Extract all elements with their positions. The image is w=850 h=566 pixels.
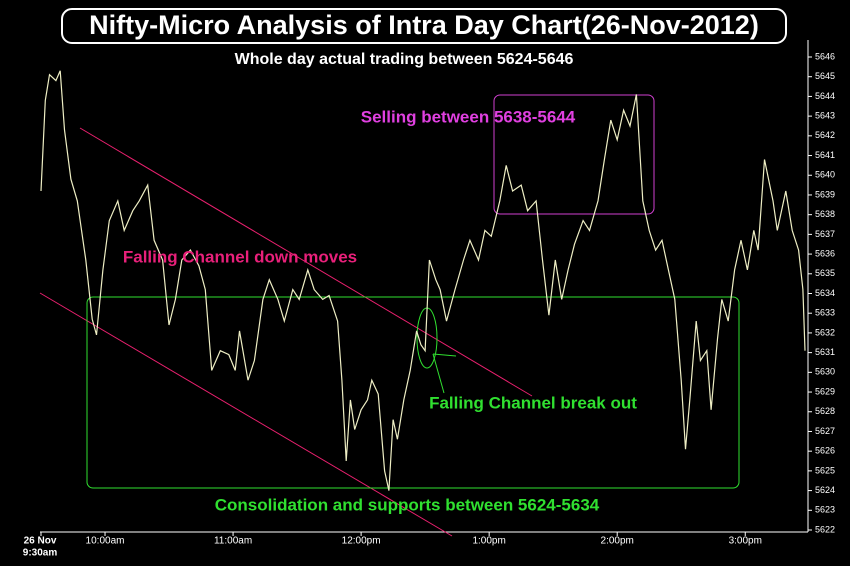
annotation: Falling Channel down moves	[123, 247, 357, 266]
x-tick-label: 10:00am	[86, 536, 125, 547]
y-tick-label: 5631	[815, 347, 835, 357]
x-tick-label: 9:30am	[23, 548, 58, 559]
y-tick-label: 5643	[815, 111, 835, 121]
selling-box	[493, 94, 655, 215]
y-tick-label: 5627	[815, 426, 835, 436]
y-tick-label: 5639	[815, 189, 835, 199]
price-line	[40, 70, 806, 491]
annotation: Selling between 5638-5644	[361, 107, 576, 126]
y-tick-label: 5632	[815, 327, 835, 337]
y-tick-label: 5634	[815, 288, 835, 298]
breakout-arrow	[432, 353, 457, 357]
y-tick-label: 5635	[815, 268, 835, 278]
y-tick-label: 5646	[815, 51, 835, 61]
y-tick-label: 5629	[815, 386, 835, 396]
annotation: Consolidation and supports between 5624-…	[215, 495, 600, 514]
date-label: 26 Nov	[24, 536, 57, 547]
y-tick-label: 5642	[815, 130, 835, 140]
y-tick-label: 5644	[815, 91, 835, 101]
channel-lower	[39, 292, 453, 537]
x-tick-label: 1:00pm	[472, 536, 505, 547]
x-tick-label: 12:00pm	[342, 536, 381, 547]
x-tick-label: 3:00pm	[729, 536, 762, 547]
y-tick-label: 5622	[815, 524, 835, 534]
breakout-arrow	[432, 353, 445, 394]
y-tick-label: 5645	[815, 71, 835, 81]
title-box	[61, 8, 787, 44]
y-tick-label: 5630	[815, 367, 835, 377]
y-tick-label: 5625	[815, 465, 835, 475]
y-tick-label: 5636	[815, 248, 835, 258]
y-tick-label: 5641	[815, 150, 835, 160]
y-tick-label: 5638	[815, 209, 835, 219]
consolidation-box	[86, 296, 740, 489]
chart-title: Nifty-Micro Analysis of Intra Day Chart(…	[89, 10, 759, 40]
y-tick-label: 5628	[815, 406, 835, 416]
subtitle: Whole day actual trading between 5624-56…	[235, 51, 574, 68]
plot-area	[40, 70, 806, 491]
x-tick-label: 2:00pm	[601, 536, 634, 547]
annotation: Falling Channel break out	[429, 393, 637, 412]
x-tick-label: 11:00am	[214, 536, 252, 547]
y-tick-label: 5624	[815, 485, 835, 495]
channel-upper	[79, 127, 533, 397]
y-tick-label: 5637	[815, 229, 835, 239]
y-tick-label: 5633	[815, 308, 835, 318]
y-tick-label: 5626	[815, 446, 835, 456]
y-tick-label: 5623	[815, 505, 835, 515]
y-tick-label: 5640	[815, 170, 835, 180]
